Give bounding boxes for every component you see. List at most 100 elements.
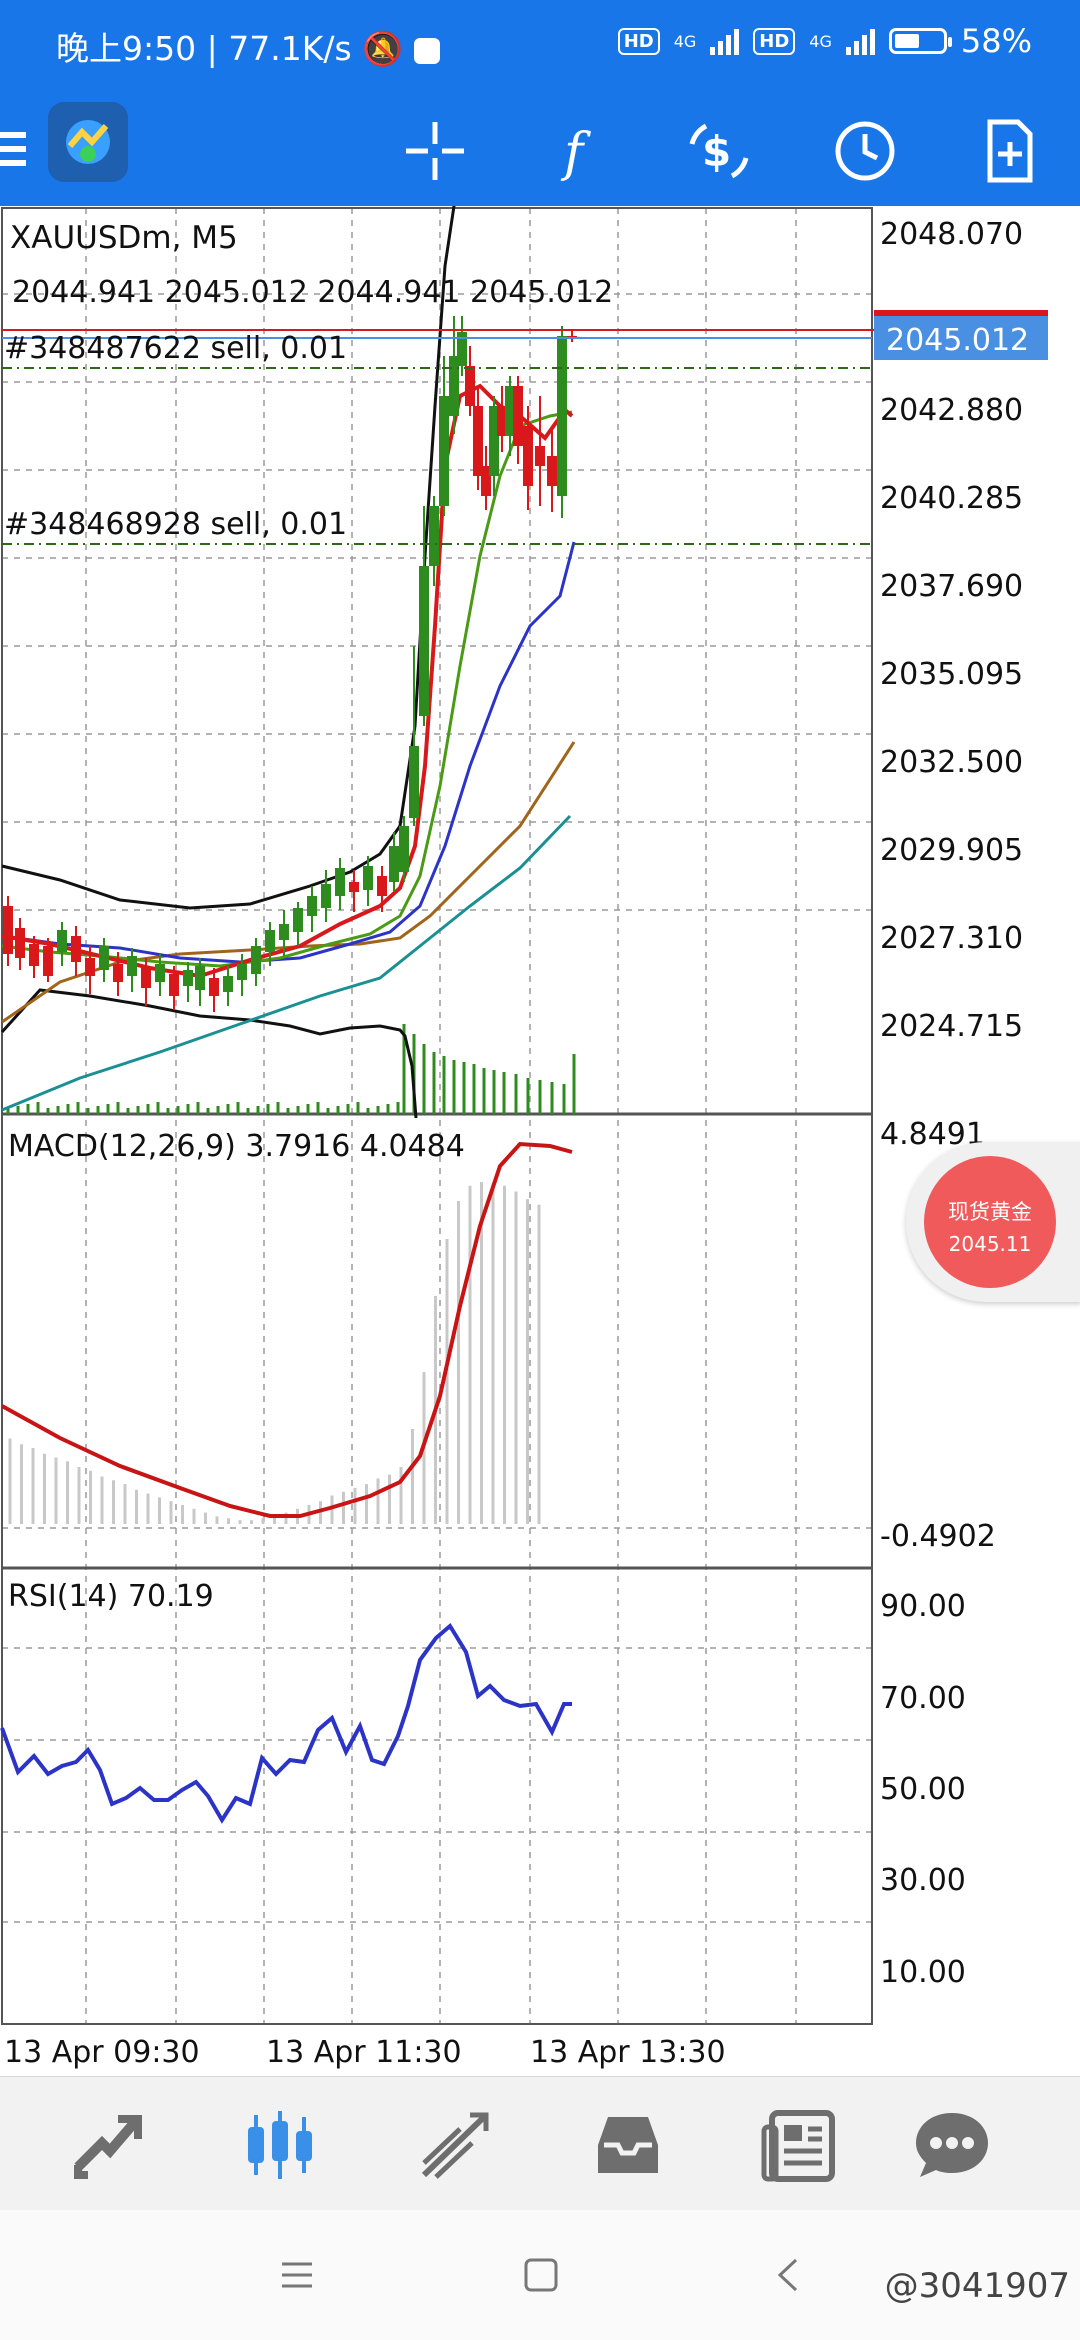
svg-text:f: f — [560, 123, 591, 183]
battery-fill — [894, 34, 920, 48]
rsi-tick-10: 10.00 — [880, 1955, 966, 1990]
chart-area[interactable]: 2045.012 XAUUSDm, M5 2044.941 2045.012 2… — [0, 206, 1080, 2076]
indicators-icon[interactable]: f — [546, 118, 612, 184]
candle-body — [489, 406, 499, 476]
news-icon[interactable] — [760, 2105, 840, 2185]
price-tick-5: 2035.095 — [880, 657, 1023, 692]
candle-body — [127, 956, 137, 976]
status-indicators: HD 4G HD 4G 58% — [617, 22, 1032, 60]
price-tick-8: 2027.310 — [880, 921, 1023, 956]
mute-icon: 🔕 — [362, 29, 404, 68]
order-label-2[interactable]: #348468928 sell, 0.01 — [4, 507, 347, 542]
candle-body — [209, 978, 219, 996]
hd-badge-1: HD — [617, 27, 660, 55]
macd-tick-min: -0.4902 — [880, 1519, 996, 1554]
macd-histogram — [8, 1182, 541, 1524]
candle-body — [349, 882, 359, 892]
rsi-tick-30: 30.00 — [880, 1863, 966, 1898]
price-tick-3: 2040.285 — [880, 481, 1023, 516]
symbol-label: XAUUSDm, M5 — [10, 220, 238, 256]
candle-body — [429, 506, 439, 566]
hd-badge-2: HD — [753, 27, 796, 55]
candle-body — [497, 406, 507, 436]
order-label-1[interactable]: #348487622 sell, 0.01 — [4, 331, 347, 366]
home-icon[interactable] — [516, 2250, 566, 2300]
menu-icon[interactable] — [0, 124, 34, 174]
badge-title: 现货黄金 — [948, 1200, 1032, 1224]
badge-price: 2045.11 — [948, 1232, 1032, 1256]
volume-bars — [6, 1024, 576, 1114]
candle-body — [195, 966, 205, 990]
history-icon[interactable] — [414, 2105, 494, 2185]
candle-body — [389, 846, 399, 882]
candle-body — [473, 406, 483, 476]
new-order-icon[interactable] — [976, 118, 1042, 184]
price-tick-9: 2024.715 — [880, 1009, 1023, 1044]
candle-body — [113, 964, 123, 982]
system-navigation-bar: @3041907 — [0, 2210, 1080, 2340]
back-icon[interactable] — [764, 2250, 814, 2300]
ohlc-label: 2044.941 2045.012 2044.941 2045.012 — [12, 275, 613, 310]
timeframe-clock-icon[interactable] — [832, 118, 898, 184]
gold-price-badge[interactable]: 现货黄金 2045.11 — [906, 1142, 1080, 1302]
inbox-icon[interactable] — [588, 2105, 668, 2185]
candle-body — [513, 386, 523, 446]
candle-body — [321, 884, 331, 908]
signal-icon-1 — [710, 27, 740, 55]
trade-icon[interactable] — [68, 2105, 148, 2185]
candle-body — [293, 908, 303, 932]
price-tick-1: 2048.070 — [880, 217, 1023, 252]
battery-percent: 58% — [960, 22, 1032, 60]
network-speed: 77.1K/s — [228, 29, 352, 68]
candle-body — [15, 928, 25, 958]
metatrader-logo — [48, 102, 128, 182]
chart-svg[interactable]: 2045.012 XAUUSDm, M5 2044.941 2045.012 2… — [0, 206, 1080, 2076]
watermark: @3041907 — [884, 2266, 1070, 2306]
signal-icon-2 — [845, 27, 875, 55]
candle-body — [85, 958, 95, 976]
candle-body — [419, 566, 429, 716]
rsi-tick-50: 50.00 — [880, 1772, 966, 1807]
bollinger-lower — [0, 988, 418, 1119]
logo-glyph-icon — [66, 120, 110, 164]
rsi-tick-70: 70.00 — [880, 1681, 966, 1716]
symbol-change-icon[interactable]: $ — [686, 118, 752, 184]
chart-icon[interactable] — [240, 2105, 320, 2185]
battery-icon — [888, 28, 952, 54]
candle-body — [29, 944, 39, 966]
crosshair-icon[interactable] — [402, 118, 468, 184]
candle-body — [155, 964, 165, 982]
recent-apps-icon[interactable] — [272, 2250, 322, 2300]
candle-body — [547, 456, 557, 486]
svg-text:$: $ — [702, 127, 731, 176]
badge-circle[interactable]: 现货黄金 2045.11 — [924, 1156, 1056, 1288]
macd-label: MACD(12,26,9) 3.7916 4.0484 — [8, 1129, 465, 1164]
candle-body — [377, 876, 387, 896]
candle-body — [449, 356, 459, 416]
ma-blue-line — [1, 541, 576, 964]
candle-body — [237, 964, 247, 980]
price-tick-2: 2042.880 — [880, 393, 1023, 428]
candle-body — [481, 466, 491, 496]
bollinger-upper — [1, 206, 456, 910]
time-tick-3: 13 Apr 13:30 — [530, 2035, 726, 2070]
rsi-line — [0, 1622, 572, 1824]
candle-body — [99, 946, 109, 970]
candle-body — [557, 336, 567, 496]
candle-body — [251, 946, 261, 974]
candle-body — [183, 970, 193, 986]
candle-body — [43, 946, 53, 976]
candle-body — [535, 446, 545, 466]
candlesticks — [3, 316, 577, 1012]
chat-icon[interactable] — [912, 2105, 992, 2185]
candle-body — [169, 974, 179, 996]
top-toolbar: f $ — [0, 96, 1080, 206]
status-bar: 晚上9:50 | 77.1K/s 🔕 HD 4G HD 4G 58% — [0, 0, 1080, 96]
time-tick-1: 13 Apr 09:30 — [4, 2035, 200, 2070]
current-price-text: 2045.012 — [886, 323, 1029, 358]
status-time-speed: 晚上9:50 | 77.1K/s 🔕 — [56, 22, 440, 70]
candle-body — [71, 936, 81, 962]
clock: 晚上9:50 — [56, 29, 197, 68]
current-price-tag — [874, 316, 1048, 360]
candle-body — [279, 924, 289, 940]
